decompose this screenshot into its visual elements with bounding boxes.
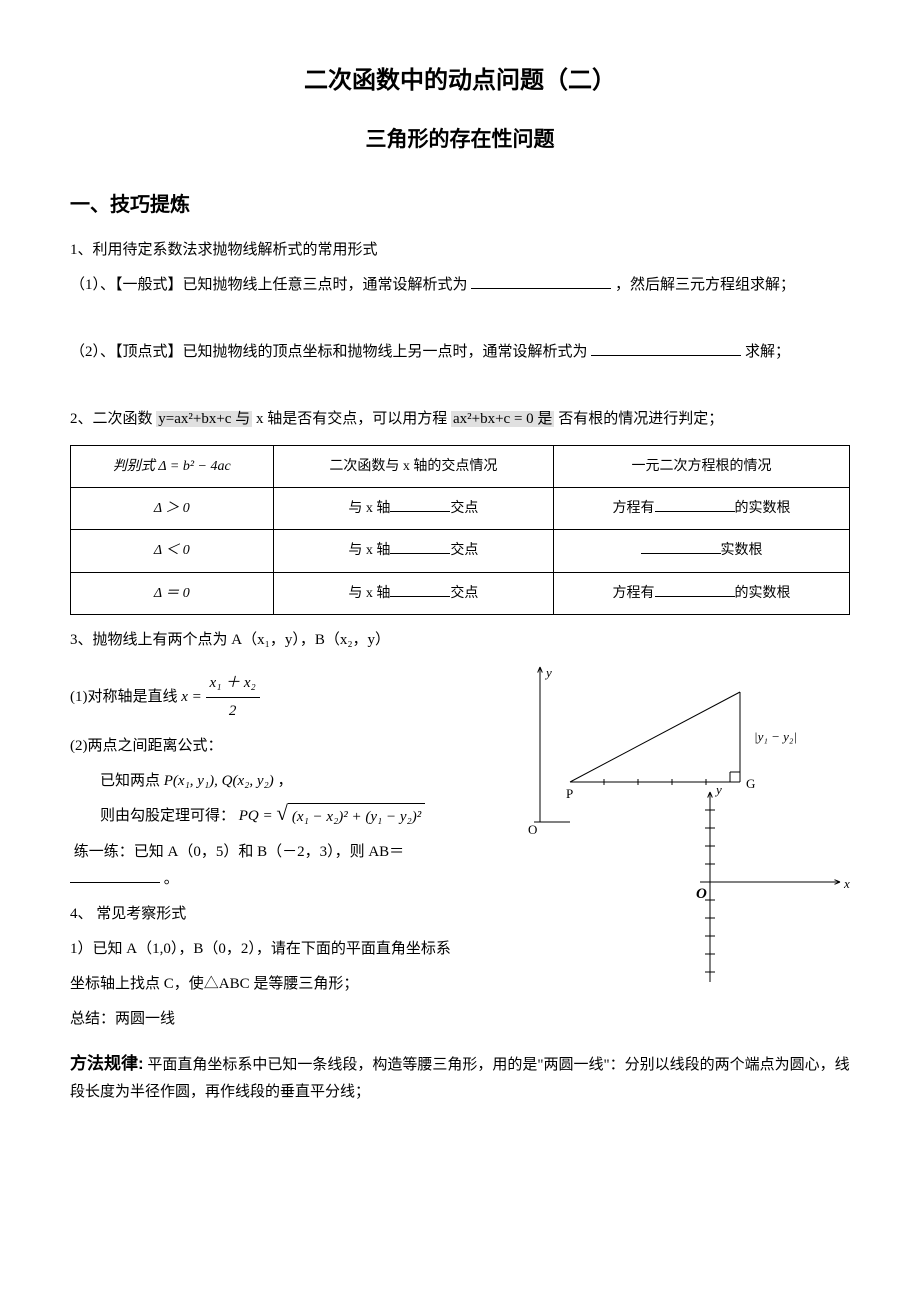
item-4-1b: 坐标轴上找点 C，使△ABC 是等腰三角形； (70, 971, 490, 998)
item-3: 3、抛物线上有两个点为 A（x₁，y），B（x₂，y） (70, 627, 850, 654)
text: 已知两点 (100, 773, 164, 789)
document-subtitle: 三角形的存在性问题 (70, 121, 850, 159)
text: 否有根的情况进行判定； (558, 411, 723, 427)
text: 练一练：已知 A（0，5）和 B（－2，3），则 AB＝ (74, 844, 404, 860)
table-row: Δ ＝ 0与 x 轴交点方程有的实数根 (71, 572, 850, 614)
cell-intersection: 与 x 轴交点 (273, 572, 553, 614)
item-1-2: （2）、【顶点式】已知抛物线的顶点坐标和抛物线上另一点时，通常设解析式为 求解； (70, 339, 850, 366)
item-1-1: （1）、【一般式】已知抛物线上任意三点时，通常设解析式为 ，然后解三元方程组求解… (70, 272, 850, 299)
table-row: Δ ＞ 0与 x 轴交点方程有的实数根 (71, 488, 850, 530)
method-rule: 方法规律: 平面直角坐标系中已知一条线段，构造等腰三角形，用的是"两圆一线"：分… (70, 1049, 850, 1107)
svg-text:O: O (696, 886, 707, 902)
distance-formula: 则由勾股定理可得： PQ = √ (x₁ − x₂)² + (y₁ − y₂)² (70, 803, 490, 831)
highlight: y=ax²+bx+c 与 (156, 411, 252, 427)
table-row: Δ ＜ 0与 x 轴交点实数根 (71, 530, 850, 572)
geometry-svg: y O P G |y₁ − y₂| x y O (510, 662, 850, 1002)
item-4-1a: 1）已知 A（1,0），B（0，2），请在下面的平面直角坐标系 (70, 936, 490, 963)
text: ，然后解三元方程组求解； (615, 277, 795, 293)
method-text: 平面直角坐标系中已知一条线段，构造等腰三角形，用的是"两圆一线"：分别以线段的两… (70, 1057, 850, 1101)
document-title: 二次函数中的动点问题（二） (70, 60, 850, 103)
blank-vertex-form (591, 341, 741, 356)
cell-roots: 方程有的实数根 (554, 488, 850, 530)
text: （1）、【一般式】已知抛物线上任意三点时，通常设解析式为 (70, 277, 468, 293)
discriminant-table: 判别式 Δ = b² − 4ac 二次函数与 x 轴的交点情况 一元二次方程根的… (70, 445, 850, 615)
highlight: ax²+bx+c = 0 是 (451, 411, 554, 427)
points-pq: P(x₁, y₁), Q(x₂, y₂) (164, 773, 274, 789)
blank-general-form (471, 274, 611, 289)
cell-discriminant: Δ ＞ 0 (71, 488, 274, 530)
text: x 轴是否有交点，可以用方程 (256, 411, 451, 427)
blank-practice (70, 868, 160, 883)
text: 2、二次函数 (70, 411, 156, 427)
table-header: 判别式 Δ = b² − 4ac (71, 445, 274, 487)
practice: 练一练：已知 A（0，5）和 B（－2，3），则 AB＝ 。 (70, 839, 490, 893)
cell-discriminant: Δ ＝ 0 (71, 572, 274, 614)
item-1: 1、利用待定系数法求抛物线解析式的常用形式 (70, 237, 850, 264)
text: ， (277, 773, 292, 789)
text: （2）、【顶点式】已知抛物线的顶点坐标和抛物线上另一点时，通常设解析式为 (70, 344, 588, 360)
cell-roots: 实数根 (554, 530, 850, 572)
text: 求解； (745, 344, 790, 360)
item-3-2: (2)两点之间距离公式： (70, 733, 490, 760)
svg-text:x: x (843, 876, 850, 891)
text: 。 (164, 871, 179, 887)
cell-intersection: 与 x 轴交点 (273, 530, 553, 572)
item-2: 2、二次函数 y=ax²+bx+c 与 x 轴是否有交点，可以用方程 ax²+b… (70, 406, 850, 433)
symmetry-axis-eq: x = x₁ ＋ x₂ 2 (181, 689, 260, 705)
svg-text:P: P (566, 786, 573, 801)
text: (1)对称轴是直线 (70, 689, 181, 705)
svg-text:O: O (528, 822, 537, 837)
section-heading-1: 一、技巧提炼 (70, 187, 850, 223)
cell-intersection: 与 x 轴交点 (273, 488, 553, 530)
item-4: 4、 常见考察形式 (70, 901, 490, 928)
coordinate-diagram: y O P G |y₁ − y₂| x y O (510, 662, 850, 1002)
svg-text:y: y (544, 665, 552, 680)
table-header: 一元二次方程根的情况 (554, 445, 850, 487)
known-points: 已知两点 P(x₁, y₁), Q(x₂, y₂) ， (70, 768, 490, 795)
pq-formula: PQ = √ (x₁ − x₂)² + (y₁ − y₂)² (239, 808, 426, 824)
item-3-1: (1)对称轴是直线 x = x₁ ＋ x₂ 2 (70, 670, 490, 725)
item-4-summary: 总结：两圆一线 (70, 1006, 490, 1033)
svg-text:G: G (746, 776, 755, 791)
cell-discriminant: Δ ＜ 0 (71, 530, 274, 572)
table-header: 二次函数与 x 轴的交点情况 (273, 445, 553, 487)
cell-roots: 方程有的实数根 (554, 572, 850, 614)
method-label: 方法规律: (70, 1054, 144, 1073)
svg-text:y: y (714, 782, 722, 797)
svg-text:|y₁ − y₂|: |y₁ − y₂| (754, 729, 797, 744)
text: 则由勾股定理可得： (100, 808, 235, 824)
